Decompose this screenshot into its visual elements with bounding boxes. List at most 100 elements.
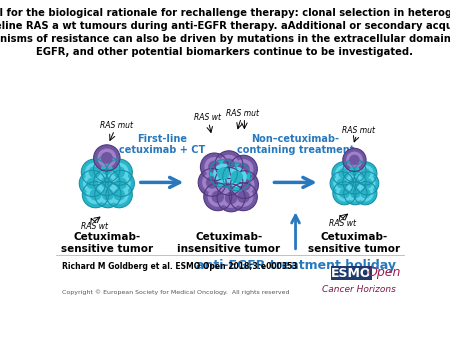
Circle shape [204, 183, 232, 211]
Circle shape [215, 151, 243, 178]
Circle shape [115, 177, 127, 189]
Circle shape [344, 182, 367, 205]
FancyBboxPatch shape [331, 266, 372, 280]
Text: RAS wt: RAS wt [81, 222, 108, 232]
Text: Open: Open [367, 266, 401, 279]
Circle shape [230, 155, 257, 183]
Circle shape [221, 188, 241, 208]
Circle shape [86, 185, 105, 204]
Circle shape [89, 166, 100, 178]
Circle shape [108, 170, 135, 196]
Circle shape [343, 171, 366, 194]
Circle shape [106, 182, 132, 208]
Circle shape [359, 175, 375, 192]
Circle shape [330, 172, 353, 195]
Circle shape [362, 178, 372, 189]
Circle shape [237, 191, 250, 203]
Circle shape [225, 192, 238, 204]
Circle shape [360, 188, 370, 198]
Circle shape [219, 155, 239, 175]
Circle shape [346, 151, 363, 168]
Circle shape [339, 188, 350, 198]
Circle shape [234, 187, 253, 207]
Text: anti-EGFR treatment holiday: anti-EGFR treatment holiday [196, 259, 396, 272]
Circle shape [212, 191, 224, 203]
Circle shape [346, 174, 363, 191]
Circle shape [343, 159, 366, 182]
Circle shape [110, 185, 129, 204]
Text: Cetuximab-
sensitive tumor: Cetuximab- sensitive tumor [61, 233, 153, 254]
Circle shape [356, 172, 379, 195]
Text: Richard M Goldberg et al. ESMO Open 2018;3:e000353: Richard M Goldberg et al. ESMO Open 2018… [63, 262, 298, 271]
Circle shape [357, 185, 374, 201]
Text: First-line
cetuximab + CT: First-line cetuximab + CT [119, 134, 205, 155]
Text: A model for the biological rationale for rechallenge therapy: clonal selection i: A model for the biological rationale for… [0, 8, 450, 57]
Circle shape [237, 163, 250, 175]
Circle shape [337, 178, 347, 189]
Circle shape [230, 171, 243, 183]
Text: RAS wt: RAS wt [194, 113, 220, 122]
Circle shape [97, 160, 116, 178]
Circle shape [202, 172, 222, 192]
Circle shape [94, 145, 120, 171]
Text: RAS mut: RAS mut [99, 121, 133, 130]
Text: Non–cetuximab-
containing treatment: Non–cetuximab- containing treatment [237, 134, 354, 155]
Circle shape [208, 187, 228, 207]
Circle shape [350, 188, 360, 198]
Circle shape [238, 178, 251, 191]
Circle shape [336, 185, 353, 201]
Circle shape [343, 148, 366, 171]
Circle shape [223, 159, 235, 171]
Circle shape [217, 184, 245, 212]
Circle shape [97, 148, 116, 167]
Circle shape [102, 189, 114, 200]
Circle shape [208, 161, 220, 173]
Circle shape [101, 163, 113, 175]
Circle shape [209, 160, 237, 187]
Circle shape [335, 165, 352, 182]
Circle shape [213, 164, 234, 184]
Circle shape [230, 171, 258, 198]
Circle shape [101, 176, 113, 188]
Circle shape [86, 177, 99, 189]
Circle shape [204, 157, 225, 177]
Circle shape [85, 163, 104, 182]
Circle shape [333, 182, 356, 205]
Circle shape [82, 182, 109, 208]
Circle shape [332, 162, 355, 185]
Circle shape [360, 168, 370, 178]
Circle shape [223, 175, 235, 188]
Circle shape [99, 185, 117, 204]
Circle shape [354, 162, 377, 185]
Circle shape [94, 182, 121, 208]
Circle shape [347, 185, 364, 201]
Circle shape [357, 165, 374, 182]
Text: ESMO: ESMO [331, 267, 372, 280]
Circle shape [90, 189, 101, 200]
Circle shape [349, 166, 360, 176]
Circle shape [333, 175, 350, 192]
Circle shape [101, 152, 113, 164]
Circle shape [338, 168, 349, 178]
Circle shape [198, 169, 226, 196]
Circle shape [81, 159, 108, 185]
Circle shape [230, 183, 257, 211]
Text: RAS mut: RAS mut [342, 126, 375, 135]
Circle shape [94, 156, 120, 182]
Circle shape [346, 162, 363, 179]
Circle shape [234, 175, 255, 195]
Text: RAS mut: RAS mut [226, 109, 259, 118]
Text: RAS wt: RAS wt [329, 219, 356, 228]
Circle shape [200, 153, 228, 181]
Circle shape [79, 170, 106, 196]
Circle shape [354, 182, 377, 205]
Circle shape [234, 159, 253, 179]
Circle shape [227, 167, 247, 187]
Text: Cetuximab-
sensitive tumor: Cetuximab- sensitive tumor [308, 233, 400, 254]
Circle shape [349, 155, 360, 165]
Circle shape [110, 163, 129, 182]
Circle shape [219, 171, 239, 191]
Circle shape [97, 173, 116, 192]
Text: Copyright © European Society for Medical Oncology.  All rights reserved: Copyright © European Society for Medical… [63, 289, 290, 295]
Circle shape [113, 189, 125, 200]
